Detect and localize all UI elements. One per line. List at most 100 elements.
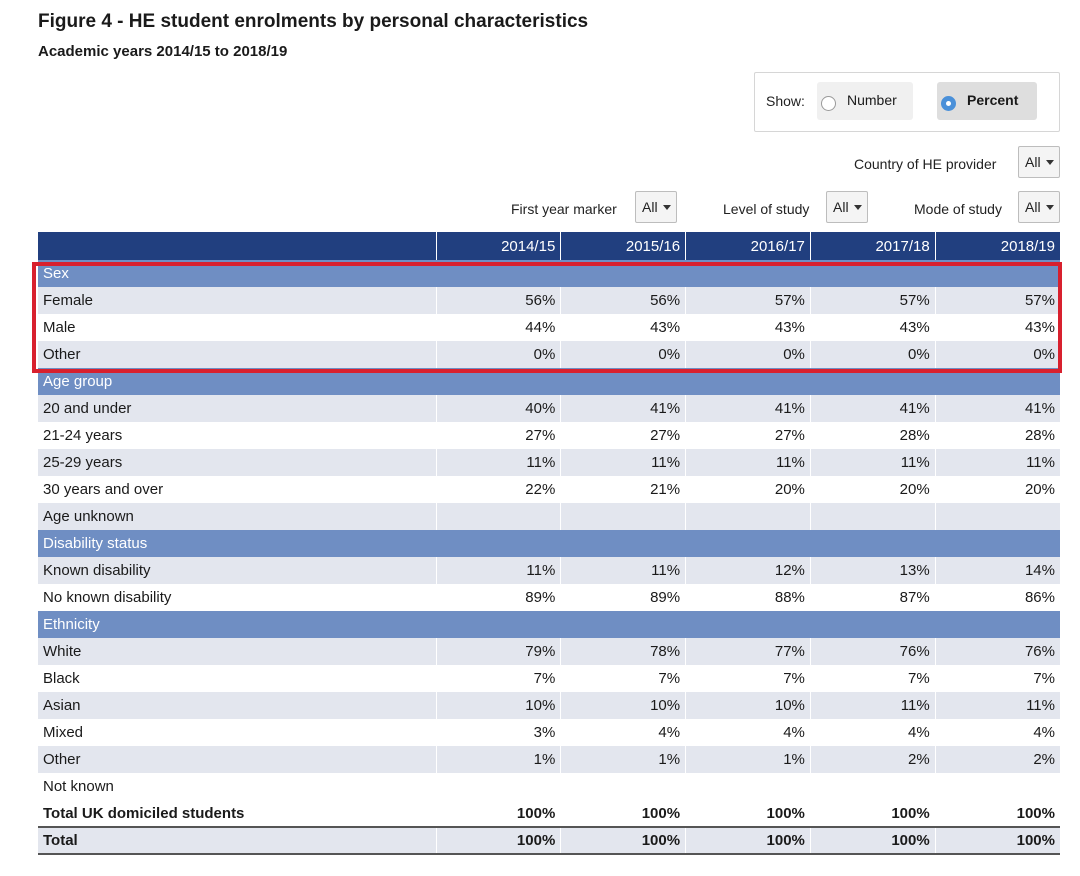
value-cell: 100% — [809, 800, 936, 827]
value-cell — [809, 773, 936, 800]
section-header-row: Ethnicity — [38, 611, 1060, 638]
value-cell: 87% — [809, 584, 936, 611]
row-label: Asian — [38, 692, 436, 719]
row-label: Total — [38, 826, 436, 855]
first-year-filter-label: First year marker — [511, 201, 617, 217]
value-cell: 43% — [934, 314, 1060, 341]
value-cell — [809, 503, 936, 530]
year-header: 2017/18 — [809, 232, 936, 260]
mode-filter-dropdown[interactable]: All — [1018, 191, 1060, 223]
show-number-option[interactable]: Number — [817, 82, 913, 120]
section-header-row: Age group — [38, 368, 1060, 395]
country-filter-value: All — [1025, 154, 1041, 170]
value-cell: 77% — [685, 638, 811, 665]
value-cell: 100% — [435, 800, 561, 827]
table-row: Male 44% 43% 43% 43% 43% — [38, 314, 1060, 341]
caret-down-icon — [1046, 160, 1054, 165]
value-cell: 1% — [560, 746, 686, 773]
value-cell: 43% — [560, 314, 686, 341]
value-cell: 100% — [685, 800, 811, 827]
row-label: Not known — [38, 773, 436, 800]
row-label: White — [38, 638, 436, 665]
value-cell: 4% — [560, 719, 686, 746]
value-cell: 27% — [560, 422, 686, 449]
caret-down-icon — [663, 205, 671, 210]
year-header: 2015/16 — [560, 232, 686, 260]
level-filter-value: All — [833, 199, 849, 215]
value-cell: 4% — [809, 719, 936, 746]
value-cell: 89% — [560, 584, 686, 611]
table-row: No known disability 89% 89% 88% 87% 86% — [38, 584, 1060, 611]
value-cell: 1% — [685, 746, 811, 773]
value-cell: 7% — [934, 665, 1060, 692]
value-cell — [435, 503, 561, 530]
table-row: Female 56% 56% 57% 57% 57% — [38, 287, 1060, 314]
value-cell: 13% — [809, 557, 936, 584]
value-cell: 3% — [435, 719, 561, 746]
value-cell: 100% — [560, 826, 686, 855]
value-cell: 10% — [435, 692, 561, 719]
value-cell: 56% — [560, 287, 686, 314]
value-cell: 0% — [809, 341, 936, 368]
first-year-filter-dropdown[interactable]: All — [635, 191, 677, 223]
table-row: 21-24 years 27% 27% 27% 28% 28% — [38, 422, 1060, 449]
row-label: Age unknown — [38, 503, 436, 530]
value-cell: 2% — [809, 746, 936, 773]
value-cell: 100% — [934, 826, 1060, 855]
table-row: Other 1% 1% 1% 2% 2% — [38, 746, 1060, 773]
value-cell: 0% — [685, 341, 811, 368]
value-cell: 7% — [435, 665, 561, 692]
value-cell: 86% — [934, 584, 1060, 611]
level-filter-dropdown[interactable]: All — [826, 191, 868, 223]
value-cell — [685, 503, 811, 530]
value-cell: 28% — [809, 422, 936, 449]
table-row: Mixed 3% 4% 4% 4% 4% — [38, 719, 1060, 746]
radio-unselected-icon[interactable] — [821, 96, 836, 111]
value-cell — [560, 773, 686, 800]
value-cell: 41% — [809, 395, 936, 422]
enrolments-table: 2014/15 2015/16 2016/17 2017/18 2018/19 … — [38, 232, 1060, 855]
section-heading: Sex — [38, 260, 1060, 287]
show-percent-option[interactable]: Percent — [937, 82, 1037, 120]
table-row: Age unknown — [38, 503, 1060, 530]
value-cell: 78% — [560, 638, 686, 665]
row-label: 21-24 years — [38, 422, 436, 449]
value-cell: 27% — [435, 422, 561, 449]
value-cell: 0% — [934, 341, 1060, 368]
value-cell: 28% — [934, 422, 1060, 449]
value-cell: 2% — [934, 746, 1060, 773]
row-label: Total UK domiciled students — [38, 800, 436, 827]
row-label: Female — [38, 287, 436, 314]
show-toggle-panel: Show: Number Percent — [754, 72, 1060, 132]
row-label: No known disability — [38, 584, 436, 611]
value-cell — [435, 773, 561, 800]
country-filter-dropdown[interactable]: All — [1018, 146, 1060, 178]
value-cell: 56% — [435, 287, 561, 314]
table-row: 25-29 years 11% 11% 11% 11% 11% — [38, 449, 1060, 476]
radio-selected-icon[interactable] — [941, 96, 956, 111]
level-filter-label: Level of study — [723, 201, 810, 217]
value-cell — [560, 503, 686, 530]
value-cell: 0% — [560, 341, 686, 368]
table-header-row: 2014/15 2015/16 2016/17 2017/18 2018/19 — [38, 232, 1060, 260]
value-cell: 100% — [560, 800, 686, 827]
value-cell: 100% — [934, 800, 1060, 827]
value-cell: 20% — [685, 476, 811, 503]
table-row: Asian 10% 10% 10% 11% 11% — [38, 692, 1060, 719]
row-label: Other — [38, 746, 436, 773]
section-header-row: Disability status — [38, 530, 1060, 557]
header-blank-cell — [38, 232, 436, 260]
table-row: White 79% 78% 77% 76% 76% — [38, 638, 1060, 665]
table-row: Not known — [38, 773, 1060, 800]
value-cell: 11% — [685, 449, 811, 476]
country-filter-label: Country of HE provider — [854, 156, 997, 172]
show-number-label: Number — [847, 92, 897, 108]
value-cell: 11% — [435, 557, 561, 584]
value-cell: 22% — [435, 476, 561, 503]
row-label: Black — [38, 665, 436, 692]
total-uk-row: Total UK domiciled students 100% 100% 100% 1… — [38, 800, 1060, 827]
year-header: 2016/17 — [685, 232, 811, 260]
figure-subtitle: Academic years 2014/15 to 2018/19 — [38, 43, 288, 60]
value-cell: 100% — [685, 826, 811, 855]
value-cell: 11% — [560, 557, 686, 584]
